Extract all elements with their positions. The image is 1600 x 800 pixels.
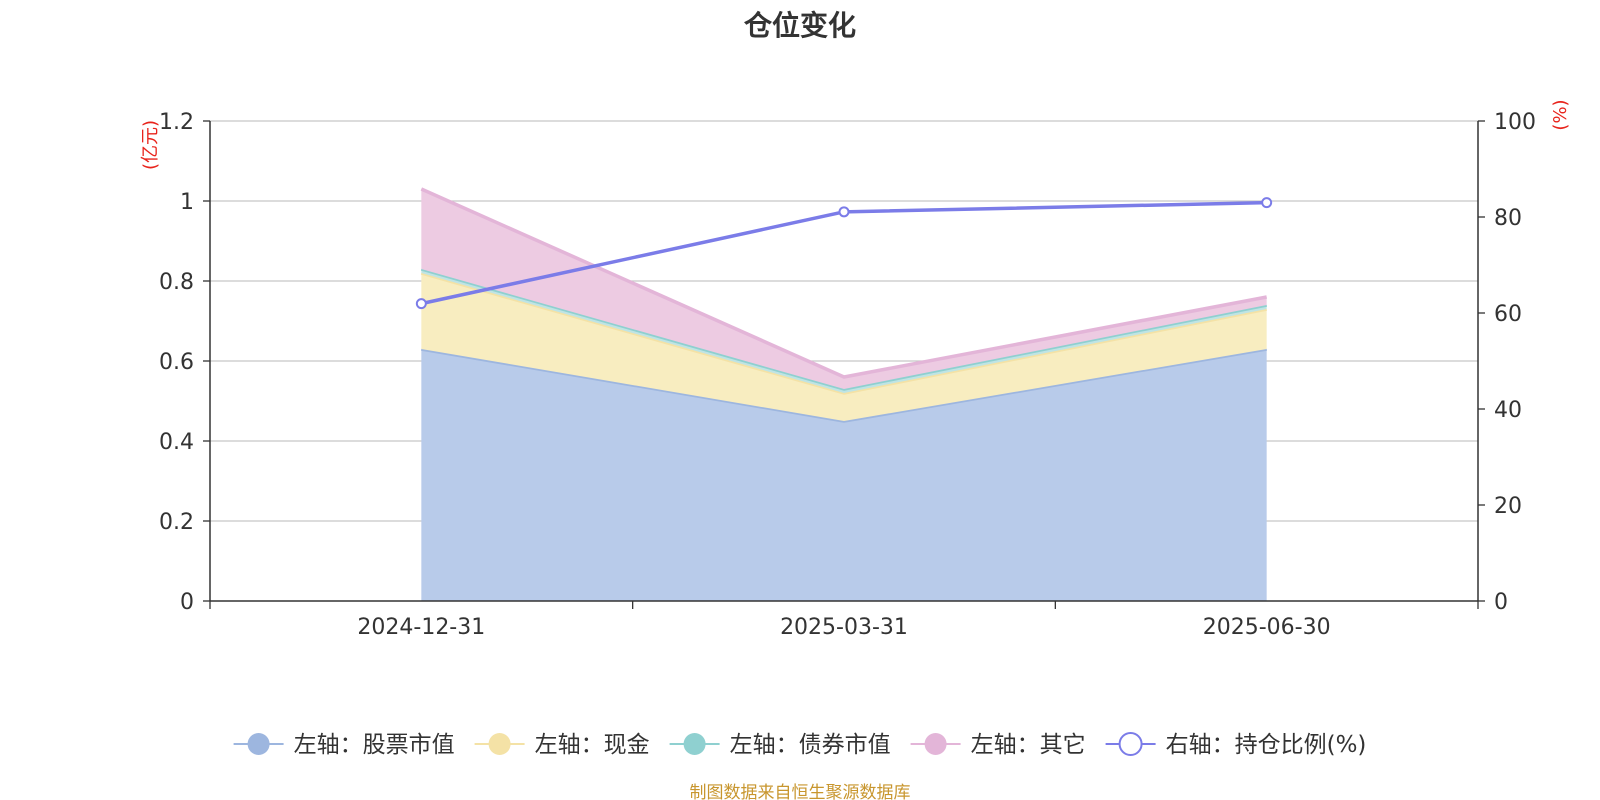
legend-marker-icon [488,733,511,755]
right-axis-unit: (%) [1550,99,1571,130]
right-tick-label: 0 [1494,590,1508,615]
right-tick-label: 80 [1494,206,1522,231]
left-tick-label: 0.6 [159,350,194,375]
ratio-point [415,298,427,310]
legend-label: 左轴：其它 [971,732,1086,758]
legend-item[interactable]: 左轴：股票市值 [233,732,455,758]
left-tick-label: 0 [180,590,194,615]
axes: 0 0.2 0.4 0.6 0.8 1 1.2 0 20 40 60 80 100 2024-12-31 2… [140,99,1571,640]
left-tick-label: 0.8 [159,270,194,295]
legend-marker-icon [683,733,706,755]
area-series-2 [421,273,1267,421]
x-tick-label: 2024-12-31 [357,615,485,640]
left-tick-label: 0.2 [159,510,194,535]
stacked-areas [420,187,1268,601]
legend-label: 左轴：现金 [535,732,650,758]
left-tick-label: 1 [180,190,194,215]
legend-label: 左轴：债券市值 [730,732,891,758]
legend-label: 右轴：持仓比例(%) [1166,732,1367,758]
right-tick-label: 20 [1494,494,1522,519]
legend-item[interactable]: 左轴：现金 [474,732,650,758]
right-tick-label: 40 [1494,398,1522,423]
legend-marker-icon [924,733,947,755]
x-tick-label: 2025-06-30 [1203,615,1331,640]
chart-title: 仓位变化 [743,9,856,42]
area-series-line-4 [420,187,1267,379]
area-series-4 [421,189,1267,389]
left-tick-label: 0.4 [159,430,194,455]
right-tick-label: 100 [1494,110,1536,135]
legend-marker-icon [247,733,270,755]
legend-item[interactable]: 右轴：持仓比例(%) [1105,732,1367,758]
left-tick-label: 1.2 [159,110,194,135]
ratio-point [1261,197,1273,209]
legend: 左轴：股票市值 左轴：现金 左轴：债券市值 左轴：其它 右轴：持仓比例(%) [233,732,1367,758]
left-axis-unit: (亿元) [140,120,161,170]
legend-label: 左轴：股票市值 [294,732,455,758]
area-series-1 [421,349,1267,601]
x-tick-label: 2025-03-31 [780,615,908,640]
source-footnote: 制图数据来自恒生聚源数据库 [689,783,911,800]
legend-marker-icon [1118,732,1143,756]
right-tick-label: 60 [1494,302,1522,327]
ratio-line [415,197,1273,310]
legend-item[interactable]: 左轴：其它 [910,732,1086,758]
ratio-point [838,206,850,218]
legend-item[interactable]: 左轴：债券市值 [669,732,891,758]
